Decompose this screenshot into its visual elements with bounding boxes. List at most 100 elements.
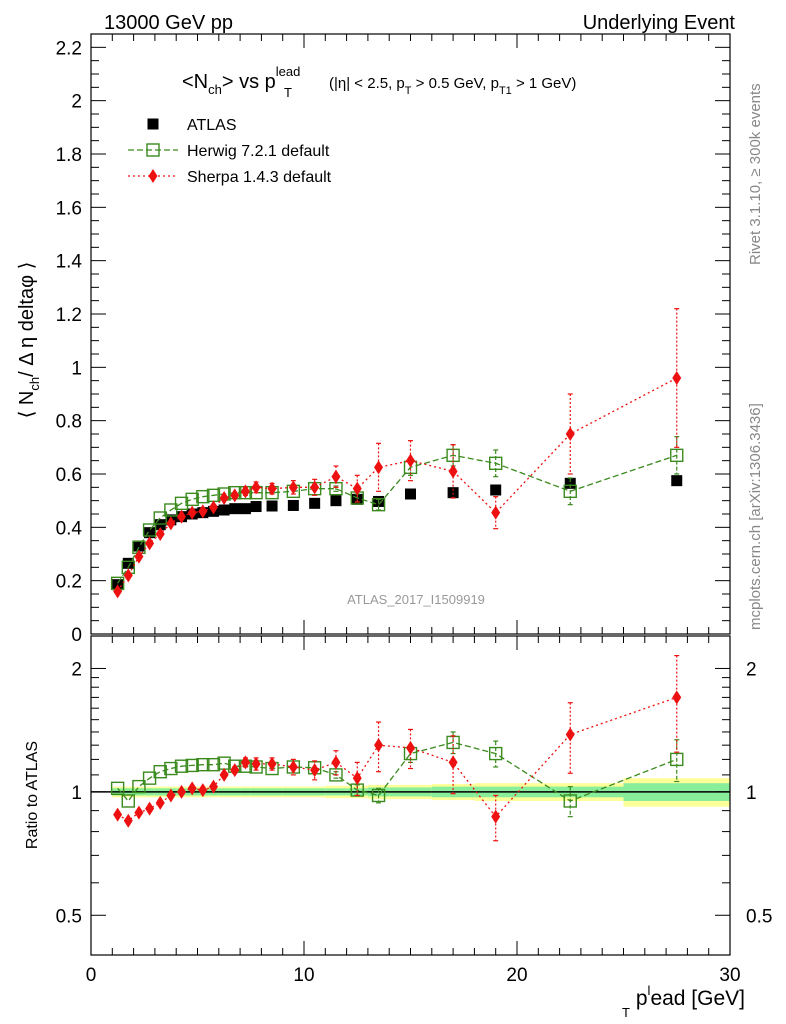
data-point	[153, 511, 167, 525]
legend: ATLAS Herwig 7.2.1 default Sherpa 1.4.3 de…	[128, 117, 332, 186]
main-plot-cuts: (|η| < 2.5, pT > 0.5 GeV, pT1 > 1 GeV)	[329, 75, 576, 97]
data-point	[406, 740, 415, 755]
data-point	[123, 813, 133, 828]
data-point	[240, 484, 250, 499]
main-plot-title: <Nch> vs plead	[182, 64, 300, 97]
data-point	[670, 752, 684, 767]
data-point	[267, 481, 277, 496]
data-point	[374, 738, 384, 753]
main-y-tick-label: 0.4	[56, 518, 83, 539]
ratio-y-tick-label-right: 0.5	[746, 906, 772, 927]
data-point	[185, 758, 199, 773]
data-point	[240, 755, 250, 770]
data-point	[219, 491, 229, 505]
main-y-tick-label: 2	[71, 92, 82, 113]
main-y-tick-label: 1	[71, 358, 82, 379]
data-point	[132, 779, 146, 794]
data-point	[406, 453, 415, 468]
data-point	[208, 500, 218, 515]
main-y-tick-label: 1.6	[56, 198, 82, 219]
data-point	[187, 505, 197, 520]
data-point	[250, 501, 262, 513]
x-tick-label: 20	[506, 965, 527, 986]
data-point	[490, 484, 502, 496]
data-point	[166, 788, 176, 803]
main-y-axis-label: ⟨ Nch/ Δ η deltaφ ⟩	[16, 262, 42, 419]
x-tick-label: 10	[293, 965, 314, 986]
main-y-tick-label: 0.2	[56, 572, 82, 593]
legend-marker	[147, 118, 159, 130]
data-point	[134, 549, 144, 564]
data-point	[672, 690, 682, 705]
data-point	[330, 495, 342, 507]
main-y-tick-label: 1.4	[56, 252, 83, 273]
data-point	[331, 755, 341, 770]
main-plot-title-p-sub: T	[284, 85, 292, 100]
main-y-tick-label: 0	[71, 625, 82, 646]
data-point	[563, 794, 577, 808]
main-y-tick-label: 2.2	[56, 38, 82, 59]
data-point	[134, 805, 144, 820]
data-point	[145, 536, 155, 551]
header-right: Underlying Event	[583, 12, 736, 34]
data-point	[310, 480, 320, 495]
main-y-tick-label: 1.2	[56, 305, 82, 326]
legend-marker	[146, 143, 160, 157]
data-point	[110, 781, 125, 796]
data-point	[206, 757, 221, 772]
data-point	[219, 767, 229, 782]
analysis-label: ATLAS_2017_I1509919	[347, 592, 485, 607]
data-point	[239, 503, 251, 515]
ratio-y-tick-label-right: 1	[746, 783, 757, 804]
data-point	[251, 756, 261, 771]
data-point	[288, 480, 298, 495]
data-point	[672, 371, 682, 385]
data-point	[267, 756, 277, 771]
data-point	[177, 784, 187, 799]
ratio-panel: 0.5 0.51 12 20 10 20 30	[56, 635, 772, 986]
legend-marker	[148, 169, 158, 183]
data-point	[371, 497, 386, 512]
data-point	[229, 503, 241, 515]
header-left: 13000 GeV pp	[104, 12, 233, 34]
data-point	[374, 460, 384, 475]
data-point	[174, 496, 189, 511]
x-tick-label: 0	[86, 965, 97, 986]
rivet-label: Rivet 3.1.10, ≥ 300k events	[747, 83, 764, 265]
ratio-y-tick-label: 1	[71, 783, 82, 804]
data-point	[198, 783, 208, 798]
data-point	[218, 504, 230, 516]
data-point	[266, 500, 278, 512]
ratio-y-tick-label: 0.5	[56, 906, 82, 927]
data-point	[122, 557, 134, 569]
data-point	[310, 763, 320, 778]
data-point	[352, 771, 362, 786]
data-point	[155, 795, 165, 810]
data-point	[564, 477, 576, 489]
data-point	[371, 788, 386, 803]
data-point	[491, 505, 501, 520]
data-point	[405, 488, 416, 500]
data-point	[153, 764, 167, 779]
data-point	[563, 484, 577, 499]
main-y-tick-label: 0.6	[56, 465, 82, 486]
data-point	[123, 568, 133, 583]
data-point	[166, 516, 176, 531]
data-point	[565, 727, 575, 742]
data-point	[448, 755, 458, 770]
x-axis-label: plead [GeV]	[636, 983, 745, 1010]
data-point	[144, 527, 156, 539]
data-point	[187, 781, 197, 796]
main-y-tick-label: 0.8	[56, 412, 82, 433]
data-point	[142, 523, 157, 537]
data-point	[489, 746, 503, 761]
data-point	[174, 759, 189, 773]
data-point	[352, 481, 362, 496]
data-point	[164, 761, 178, 776]
data-point	[565, 427, 575, 441]
ratio-y-axis-label: Ratio to ATLAS	[24, 741, 41, 849]
data-point	[331, 469, 341, 484]
data-point	[448, 464, 458, 479]
data-point	[196, 757, 210, 772]
legend-label: Herwig 7.2.1 default	[187, 143, 330, 160]
